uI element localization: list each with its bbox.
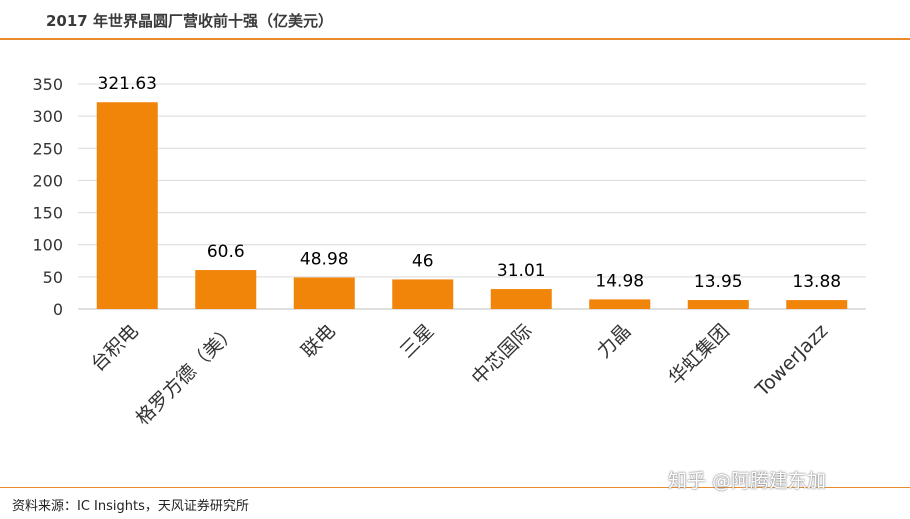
- bar: [589, 299, 651, 309]
- watermark: 知乎 @阿腾建东加: [668, 470, 827, 492]
- bottom-rule: [0, 487, 910, 488]
- bar: [687, 300, 749, 309]
- bar: [786, 300, 848, 309]
- y-tick-label: 0: [53, 300, 63, 319]
- y-tick-label: 250: [32, 139, 63, 158]
- category-label: 中芯国际: [467, 320, 536, 389]
- data-label: 13.88: [792, 272, 841, 292]
- data-label: 31.01: [497, 261, 546, 281]
- bars: [96, 102, 848, 309]
- bar: [392, 279, 454, 309]
- y-axis-ticks: 0 50 100 150 200 250 300 350: [32, 75, 63, 319]
- data-label: 60.6: [207, 242, 245, 262]
- category-label: 联电: [297, 320, 339, 362]
- data-label: 48.98: [300, 250, 349, 270]
- bar: [293, 277, 355, 309]
- data-label: 321.63: [98, 74, 157, 94]
- y-tick-label: 50: [43, 268, 63, 287]
- data-label: 14.98: [595, 271, 644, 291]
- y-tick-label: 350: [32, 75, 63, 94]
- category-label: 力晶: [593, 320, 635, 362]
- top-rule: [0, 38, 910, 40]
- y-tick-label: 100: [32, 236, 63, 255]
- bar: [96, 102, 158, 309]
- bar: [195, 270, 257, 309]
- y-tick-label: 200: [32, 171, 63, 190]
- data-label: 13.95: [694, 272, 743, 292]
- source-note: 资料来源：IC Insights，天风证券研究所: [12, 499, 249, 514]
- category-label: 三星: [396, 320, 438, 362]
- y-tick-label: 300: [32, 107, 63, 126]
- category-label: 格罗方德（美）: [132, 320, 242, 430]
- data-labels: 321.63 60.6 48.98 46 31.01 14.98 13.95 13.88: [98, 74, 842, 292]
- category-label: 华虹集团: [664, 320, 733, 389]
- bar: [490, 289, 552, 309]
- category-label: TowerJazz: [751, 320, 833, 402]
- chart-title: 2017 年世界晶圆厂营收前十强（亿美元）: [46, 12, 333, 30]
- category-label: 台积电: [87, 320, 143, 376]
- y-tick-label: 150: [32, 204, 63, 223]
- data-label: 46: [412, 251, 434, 271]
